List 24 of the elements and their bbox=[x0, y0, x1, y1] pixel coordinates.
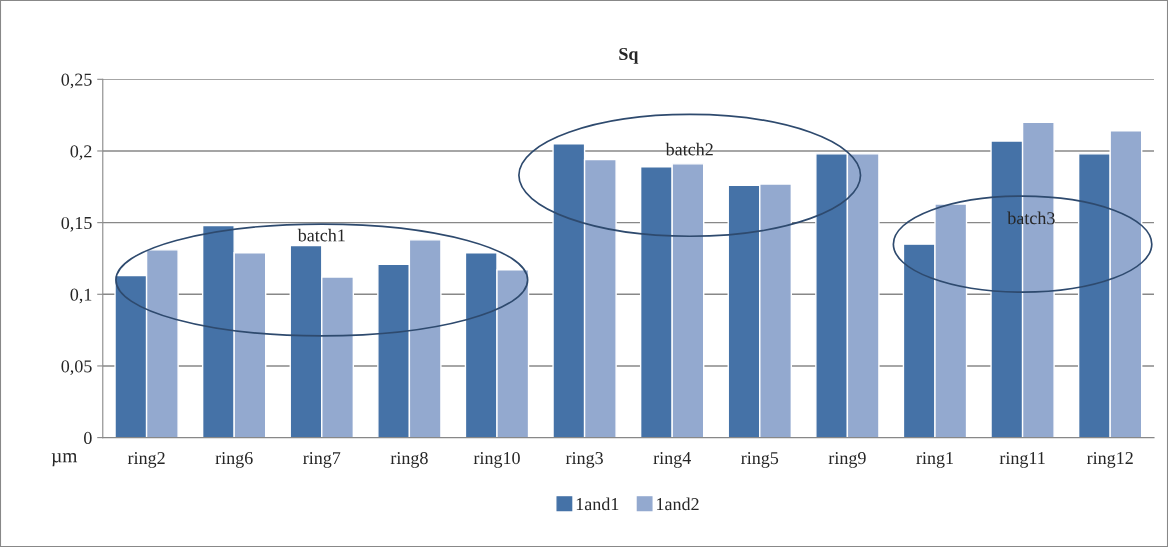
x-tick-label: ring1 bbox=[916, 452, 953, 468]
x-tick-label: ring7 bbox=[303, 452, 341, 468]
legend-label: 1and1 bbox=[576, 497, 619, 511]
y-tick-label: 0,2 bbox=[70, 145, 92, 161]
annotation: batch1 bbox=[297, 228, 345, 242]
y-tick-label: 0 bbox=[84, 431, 92, 445]
x-tick-label: ring11 bbox=[999, 452, 1045, 468]
x-tick-label: ring5 bbox=[741, 452, 779, 468]
x-tick-label: ring9 bbox=[828, 452, 866, 468]
x-tick-label: ring2 bbox=[127, 452, 165, 468]
y-axis-title: µm bbox=[51, 453, 78, 467]
x-tick-label: ring3 bbox=[565, 452, 603, 468]
annotation: batch2 bbox=[665, 142, 713, 156]
legend-label: 1and2 bbox=[657, 497, 699, 511]
x-tick-label: ring12 bbox=[1086, 452, 1133, 468]
x-tick-label: ring10 bbox=[473, 451, 520, 468]
chart-title: Sq bbox=[619, 47, 639, 64]
y-tick-label: 0,15 bbox=[61, 216, 92, 232]
x-tick-label: ring4 bbox=[653, 452, 691, 468]
y-tick-label: 0,05 bbox=[61, 360, 92, 375]
x-tick-label: ring8 bbox=[390, 451, 428, 468]
x-tick-label: ring6 bbox=[215, 452, 253, 468]
y-tick-label: 0,1 bbox=[70, 288, 92, 304]
y-tick-label: 0,25 bbox=[61, 73, 92, 89]
